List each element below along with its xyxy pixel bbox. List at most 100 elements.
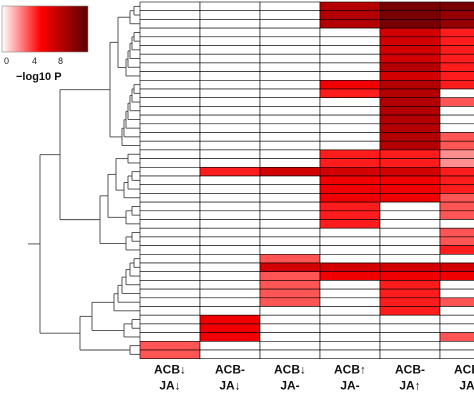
heatmap-cell: [379, 132, 441, 142]
heatmap-cell: [259, 271, 321, 281]
heatmap-cell: [319, 193, 381, 203]
heatmap-cell: [139, 19, 201, 29]
heatmap-cell: [259, 19, 321, 29]
heatmap-cell: [439, 288, 474, 299]
heatmap-cell: [259, 132, 321, 142]
heatmap-cell: [199, 36, 261, 46]
heatmap-cell: [319, 10, 381, 20]
heatmap-cell: [259, 158, 321, 168]
heatmap-cell: [259, 167, 321, 177]
heatmap-cell: [439, 245, 474, 255]
heatmap-cell: [139, 323, 201, 333]
heatmap-cell: [259, 36, 321, 46]
heatmap-cell: [439, 271, 474, 281]
heatmap-cell: [379, 271, 441, 281]
heatmap-cell: [259, 1, 321, 11]
heatmap-cell: [319, 45, 381, 55]
heatmap-cell: [319, 349, 381, 359]
heatmap-cell: [439, 184, 474, 194]
heatmap-cell: [199, 349, 261, 359]
heatmap-cell: [259, 227, 321, 238]
heatmap-cell: [139, 227, 201, 238]
heatmap-cell: [199, 149, 261, 159]
heatmap-cell: [319, 236, 381, 246]
heatmap-cell: [139, 306, 201, 316]
heatmap-cell: [439, 36, 474, 46]
heatmap-cell: [259, 106, 321, 116]
heatmap-cell: [439, 175, 474, 185]
column-label-line2: JA↑: [459, 379, 474, 393]
heatmap-cell: [199, 201, 261, 212]
heatmap-cell: [379, 262, 441, 272]
heatmap-cell: [139, 97, 201, 107]
heatmap-cell: [259, 288, 321, 299]
heatmap-cell: [259, 219, 321, 229]
heatmap-cell: [439, 280, 474, 290]
heatmap-cell: [259, 340, 321, 351]
heatmap-cell: [199, 254, 261, 264]
heatmap-cell: [319, 106, 381, 116]
heatmap-cell: [199, 306, 261, 316]
heatmap-cell: [199, 27, 261, 38]
heatmap-cell: [319, 262, 381, 272]
heatmap-cell: [259, 306, 321, 316]
heatmap-cell: [199, 175, 261, 185]
heatmap-cell: [439, 45, 474, 55]
heatmap-cell: [379, 53, 441, 64]
heatmap-cell: [319, 80, 381, 90]
heatmap-cell: [139, 175, 201, 185]
heatmap-cell: [199, 236, 261, 246]
heatmap-cell: [379, 45, 441, 55]
column-labels: ACB↓ JA↓ ACB- JA↓ ACB↓ JA- ACB↑ JA- ACB- JA↑ ACB↑ J…: [154, 363, 474, 393]
heatmap-cell: [259, 10, 321, 20]
heatmap-cell: [199, 288, 261, 299]
heatmap-cell: [259, 53, 321, 64]
heatmap-cell: [259, 88, 321, 98]
heatmap-cell: [259, 71, 321, 81]
heatmap-cell: [379, 288, 441, 299]
heatmap-cell: [439, 27, 474, 38]
heatmap-cell: [439, 10, 474, 20]
column-label-line2: JA-: [280, 379, 299, 393]
heatmap-cell: [199, 140, 261, 151]
heatmap-cell: [259, 210, 321, 220]
heatmap-cell: [139, 53, 201, 64]
heatmap-cell: [199, 323, 261, 333]
heatmap-cell: [319, 27, 381, 38]
heatmap-cell: [439, 106, 474, 116]
heatmap-cell: [379, 62, 441, 72]
heatmap-cell: [319, 340, 381, 351]
heatmap-cell: [379, 71, 441, 81]
heatmap-cell: [259, 97, 321, 107]
heatmap-cell: [379, 27, 441, 38]
heatmap-cell: [439, 297, 474, 307]
heatmap-cell: [139, 280, 201, 290]
heatmap-cell: [139, 332, 201, 342]
heatmap-cell: [319, 288, 381, 299]
heatmap-cell: [379, 254, 441, 264]
column-label-line1: ACB↓: [274, 363, 306, 377]
heatmap-cell: [439, 332, 474, 342]
heatmap-cell: [259, 314, 321, 325]
column-label-line2: JA-: [340, 379, 359, 393]
heatmap-cell: [439, 210, 474, 220]
heatmap-cell: [379, 219, 441, 229]
heatmap-cell: [199, 210, 261, 220]
heatmap-cell: [439, 340, 474, 351]
heatmap-cell: [379, 349, 441, 359]
heatmap-cell: [319, 219, 381, 229]
color-scale-legend: 0 4 8 −log10 P: [1, 5, 89, 83]
heatmap-cell: [439, 314, 474, 325]
heatmap-cell: [139, 288, 201, 299]
heatmap-cell: [379, 19, 441, 29]
heatmap-cell: [379, 140, 441, 151]
heatmap-cell: [319, 71, 381, 81]
heatmap-cell: [139, 349, 201, 359]
heatmap-cell: [379, 88, 441, 98]
heatmap-cell: [139, 149, 201, 159]
color-scale-title: −log10 P: [16, 71, 62, 83]
heatmap-cell: [439, 114, 474, 125]
heatmap-cell: [199, 184, 261, 194]
heatmap-cell: [439, 167, 474, 177]
